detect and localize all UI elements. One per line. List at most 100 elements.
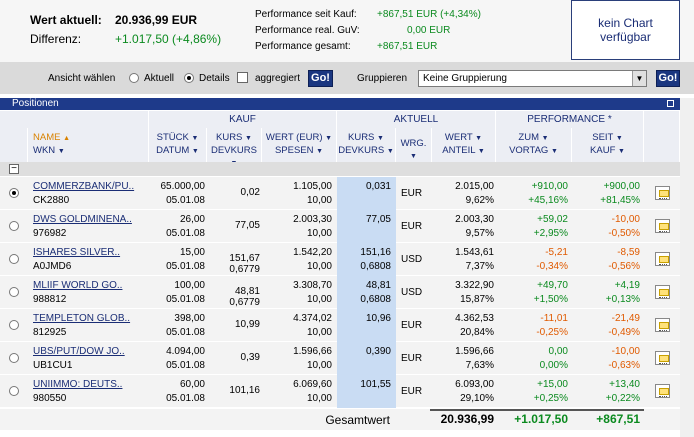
cell-awert: 1.543,61 [455,247,494,258]
cell-anteil: 15,87% [460,294,494,305]
cell-name[interactable]: DWS GOLDMINENA.. [33,214,132,225]
cell-name[interactable]: UNIIMMO: DEUTS.. [33,379,123,390]
row-select-radio[interactable] [9,320,19,330]
trade-cart-icon[interactable] [655,285,670,299]
cell-spesen: 10,00 [306,195,332,206]
col-vortag-label: VORTAG [509,145,549,156]
table-row: MLIIF WORLD GO.. 988812 100,00 05.01.08 48,8… [0,276,680,309]
table-row: UBS/PUT/DOW JO.. UB1CU1 4.094,00 05.01.08 0,… [0,342,680,375]
trade-cart-icon[interactable] [655,219,670,233]
cell-wert: 1.596,66 [293,346,332,357]
total-label: Gesamtwert [325,413,390,427]
col-zum-label: ZUM [518,132,539,143]
sort-icon: ▼ [386,148,394,155]
cell-name[interactable]: TEMPLETON GLOB.. [33,313,131,324]
cell-wrg: EUR [401,386,423,397]
current-price-highlight [337,276,396,309]
sort-icon: ▼ [191,135,199,142]
wert-label: Wert aktuell: [30,13,102,27]
group-toggle-row [0,162,680,176]
cell-kauf-pct: +0,22% [605,393,640,404]
row-select-radio[interactable] [9,386,19,396]
perf-ges-value: +867,51 EUR [377,41,438,52]
col-header-wert[interactable]: WERT (EUR) ▼ SPESEN ▼ [262,128,337,162]
row-select-radio[interactable] [9,287,19,297]
col-header-kurs[interactable]: KURS ▼ DEVKURS ▼ [207,128,262,167]
collapse-section-icon[interactable] [667,100,674,107]
cell-vortag-abs: +59,02 [537,214,568,225]
cell-kauf-pct: +81,45% [600,195,640,206]
trade-cart-icon[interactable] [655,384,670,398]
col-header-seitkauf[interactable]: SEIT ▼ KAUF ▼ [572,128,644,162]
cell-akurs: 0,390 [365,346,391,357]
row-select-radio[interactable] [9,221,19,231]
col-wrg-label: WRG. [400,138,427,149]
scrollbar[interactable] [680,98,694,437]
cell-spesen: 10,00 [306,327,332,338]
col-kurs-label: KURS [216,132,243,143]
cell-vortag-pct: +1,50% [533,294,568,305]
col-header-akurs[interactable]: KURS ▼ DEVKURS ▼ [337,128,396,162]
cell-wkn: CK2880 [33,195,70,206]
cell-datum: 05.01.08 [166,327,205,338]
row-select-radio[interactable] [9,254,19,264]
table-row: ISHARES SILVER.. A0JMD6 15,00 05.01.08 151,6… [0,243,680,276]
cell-wert: 6.069,60 [293,379,332,390]
grouping-select[interactable]: Keine Gruppierung ▼ [418,70,647,87]
cell-wkn: 980550 [33,393,67,404]
cell-anteil: 7,37% [465,261,494,272]
aggregiert-checkbox[interactable] [237,72,248,83]
group-header-kauf: KAUF [149,111,337,128]
ansicht-label: Ansicht wählen [48,73,116,84]
cell-vortag-abs: -11,01 [540,313,568,324]
chevron-down-icon[interactable]: ▼ [632,71,646,86]
cell-awert: 2.015,00 [455,181,494,192]
cell-name[interactable]: MLIIF WORLD GO.. [33,280,123,291]
collapse-icon[interactable]: − [9,164,19,174]
group-header-performance: PERFORMANCE * [496,111,644,128]
col-header-awert[interactable]: WERT ▼ ANTEIL ▼ [432,128,496,162]
cell-spesen: 10,00 [306,294,332,305]
cell-kurs: 10,99 [234,319,260,330]
cell-wrg: EUR [401,353,423,364]
sort-asc-icon: ▲ [63,135,71,142]
radio-details[interactable] [184,73,194,83]
cell-stueck: 100,00 [174,280,205,291]
col-header-wrg[interactable]: WRG. ▼ [396,128,432,162]
trade-cart-icon[interactable] [655,186,670,200]
row-select-radio[interactable] [9,353,19,363]
cell-kauf-pct: -0,49% [608,327,640,338]
col-seit-label: SEIT [592,132,614,143]
go-button-grouping[interactable]: Go! [656,70,680,87]
cell-name[interactable]: ISHARES SILVER.. [33,247,121,258]
col-header-stueck[interactable]: STÜCK ▼ DATUM ▼ [149,128,207,162]
go-button-view[interactable]: Go! [308,70,333,87]
total-separator [430,409,644,411]
col-header-action [644,128,680,162]
cell-name[interactable]: COMMERZBANK/PU.. [33,181,135,192]
row-select-radio[interactable] [9,188,19,198]
trade-cart-icon[interactable] [655,252,670,266]
cell-kurs: 0,39 [240,352,260,363]
trade-cart-icon[interactable] [655,351,670,365]
chart-placeholder: kein Chart verfügbar [571,0,680,60]
cell-name[interactable]: UBS/PUT/DOW JO.. [33,346,125,357]
cell-wert: 2.003,30 [293,214,332,225]
cell-kauf-pct: -0,50% [608,228,640,239]
sort-icon: ▼ [316,148,324,155]
cell-vortag-abs: +15,00 [537,379,568,390]
cell-wkn: 976982 [33,228,67,239]
cell-stueck: 15,00 [179,247,205,258]
perf-kauf-label: Performance seit Kauf: [255,9,357,20]
radio-aktuell[interactable] [129,73,139,83]
cell-adevkurs: 0,6808 [360,294,391,305]
radio-details-label: Details [199,73,230,84]
sort-icon: ▼ [325,135,333,142]
cell-wrg: USD [401,287,423,298]
col-akurs-label: KURS [348,132,375,143]
cell-devkurs: 0,6779 [229,297,260,308]
col-header-name[interactable]: NAME ▲ WKN ▼ [28,128,149,162]
current-price-highlight [337,243,396,276]
trade-cart-icon[interactable] [655,318,670,332]
col-header-vortag[interactable]: ZUM ▼ VORTAG ▼ [496,128,572,162]
